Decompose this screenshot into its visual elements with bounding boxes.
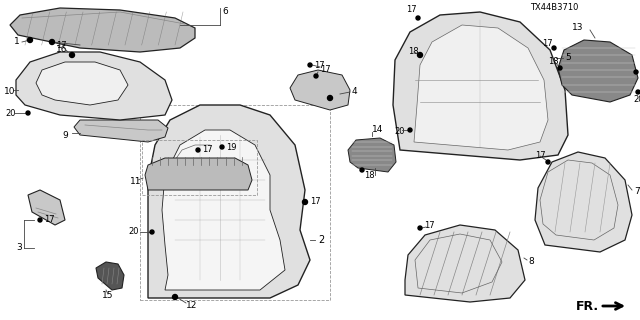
Text: TX44B3710: TX44B3710 (530, 4, 579, 12)
Polygon shape (558, 40, 638, 102)
Polygon shape (405, 225, 525, 302)
Polygon shape (414, 25, 548, 150)
Polygon shape (393, 12, 568, 160)
Polygon shape (535, 152, 632, 252)
Circle shape (360, 168, 364, 172)
Circle shape (303, 199, 307, 204)
Text: 17: 17 (44, 215, 54, 225)
Text: 17: 17 (542, 39, 552, 49)
Bar (142, 140, 257, 195)
Text: 8: 8 (528, 258, 534, 267)
Circle shape (70, 52, 74, 58)
Circle shape (328, 95, 333, 100)
Text: 5: 5 (565, 53, 571, 62)
Text: 17: 17 (406, 5, 417, 14)
Circle shape (552, 46, 556, 50)
Polygon shape (348, 138, 396, 172)
Text: FR.: FR. (576, 300, 599, 313)
Polygon shape (36, 62, 128, 105)
Text: 18: 18 (364, 172, 374, 180)
Polygon shape (96, 262, 124, 290)
Circle shape (26, 111, 30, 115)
Text: 12: 12 (186, 301, 197, 310)
Bar (140, 105, 330, 300)
Polygon shape (74, 120, 168, 142)
Polygon shape (10, 8, 195, 52)
Polygon shape (145, 158, 252, 190)
Polygon shape (290, 70, 350, 110)
Text: 17: 17 (314, 60, 324, 69)
Circle shape (173, 294, 177, 300)
Circle shape (196, 148, 200, 152)
Text: 3: 3 (16, 244, 22, 252)
Circle shape (417, 52, 422, 58)
Text: 20: 20 (394, 127, 404, 137)
Text: 20: 20 (633, 95, 640, 105)
Text: 1: 1 (14, 37, 20, 46)
Circle shape (636, 90, 640, 94)
Circle shape (150, 230, 154, 234)
Circle shape (418, 226, 422, 230)
Text: 17: 17 (424, 221, 435, 230)
Circle shape (49, 39, 54, 44)
Text: 18: 18 (408, 47, 419, 57)
Circle shape (558, 66, 562, 70)
Circle shape (220, 145, 224, 149)
Circle shape (416, 16, 420, 20)
Text: 20: 20 (128, 228, 138, 236)
Text: 4: 4 (352, 87, 358, 97)
Text: 17: 17 (310, 197, 321, 206)
Text: 16: 16 (56, 45, 67, 54)
Text: 6: 6 (222, 7, 228, 17)
Polygon shape (148, 105, 310, 298)
Circle shape (38, 218, 42, 222)
Text: 7: 7 (634, 188, 640, 196)
Text: 20: 20 (5, 108, 15, 117)
Text: 17: 17 (202, 146, 212, 155)
Text: 17: 17 (535, 150, 546, 159)
Text: 20: 20 (639, 66, 640, 75)
Circle shape (28, 37, 33, 43)
Text: 15: 15 (102, 292, 113, 300)
Circle shape (314, 74, 318, 78)
Text: 17: 17 (320, 66, 331, 75)
Text: 10: 10 (4, 87, 15, 97)
Circle shape (546, 160, 550, 164)
Circle shape (308, 63, 312, 67)
Text: 2: 2 (318, 235, 324, 245)
Text: 13: 13 (572, 23, 584, 33)
Polygon shape (16, 52, 172, 120)
Text: 9: 9 (62, 131, 68, 140)
Circle shape (408, 128, 412, 132)
Polygon shape (28, 190, 65, 225)
Polygon shape (162, 130, 285, 290)
Text: 11: 11 (130, 178, 141, 187)
Text: 19: 19 (226, 142, 237, 151)
Text: 18: 18 (548, 58, 559, 67)
Text: 17: 17 (56, 41, 67, 50)
Circle shape (634, 70, 638, 74)
Text: 14: 14 (372, 125, 383, 134)
